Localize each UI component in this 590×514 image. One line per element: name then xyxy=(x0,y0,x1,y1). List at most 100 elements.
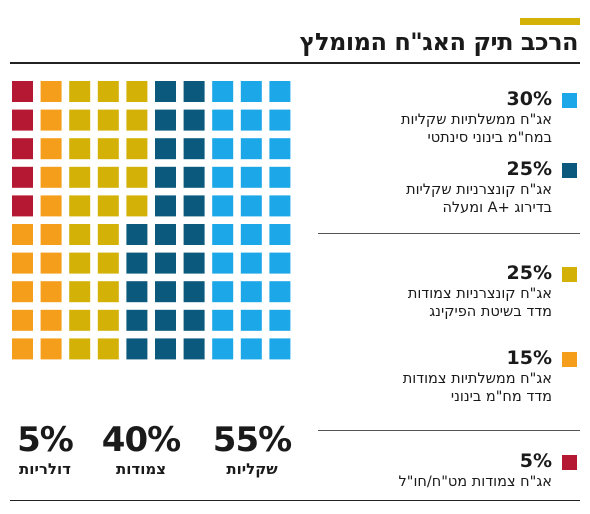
waffle-cell-series-0 xyxy=(212,81,234,102)
legend-description: מדד בשיטת הפיקינג xyxy=(429,304,552,320)
waffle-cell-series-2 xyxy=(97,224,119,245)
waffle-cell-series-1 xyxy=(183,195,205,217)
waffle-cell-series-1 xyxy=(155,338,176,360)
legend-percent: 15% xyxy=(506,347,552,369)
waffle-cell-series-2 xyxy=(69,252,91,274)
group-pct-shekel: 55% xyxy=(212,420,292,460)
waffle-cell-series-0 xyxy=(240,81,262,102)
title-divider xyxy=(10,62,580,64)
waffle-cell-series-3 xyxy=(40,281,62,303)
waffle-cell-series-3 xyxy=(40,109,62,131)
waffle-cell-series-1 xyxy=(126,224,148,245)
waffle-cell-series-1 xyxy=(183,224,205,245)
waffle-cell-series-0 xyxy=(212,281,234,303)
waffle-cell-series-3 xyxy=(40,224,62,245)
waffle-cell-series-2 xyxy=(69,195,91,217)
waffle-cell-series-2 xyxy=(69,138,91,160)
waffle-cell-series-2 xyxy=(97,109,119,131)
waffle-cell-series-2 xyxy=(97,281,119,303)
waffle-cell-series-2 xyxy=(126,138,148,160)
waffle-chart xyxy=(12,81,291,360)
legend-swatch xyxy=(562,455,577,470)
waffle-cell-series-0 xyxy=(240,166,262,188)
waffle-cell-series-0 xyxy=(212,166,234,188)
legend-swatch xyxy=(562,267,577,282)
waffle-cell-series-0 xyxy=(212,109,234,131)
waffle-cell-series-1 xyxy=(155,281,176,303)
waffle-cell-series-4 xyxy=(12,109,33,131)
title-accent-bar xyxy=(520,18,580,25)
page-title: הרכב תיק האג"ח המומלץ xyxy=(299,28,579,56)
waffle-cell-series-0 xyxy=(212,309,234,331)
group-label-shekel: שקליות xyxy=(226,460,278,478)
waffle-cell-series-1 xyxy=(183,309,205,331)
waffle-cell-series-3 xyxy=(12,309,33,331)
waffle-cell-series-4 xyxy=(12,81,33,102)
waffle-cell-series-2 xyxy=(69,281,91,303)
waffle-cell-series-0 xyxy=(212,195,234,217)
waffle-cell-series-2 xyxy=(97,252,119,274)
waffle-cell-series-0 xyxy=(269,281,291,303)
waffle-cell-series-0 xyxy=(269,252,291,274)
waffle-cell-series-1 xyxy=(183,252,205,274)
waffle-cell-series-1 xyxy=(155,138,176,160)
waffle-cell-series-3 xyxy=(40,81,62,102)
legend-description: אג"ח קונצרניות שקליות xyxy=(406,182,552,198)
waffle-cell-series-1 xyxy=(183,281,205,303)
waffle-cell-series-3 xyxy=(40,252,62,274)
legend-description: אג"ח ממשלתיות שקליות xyxy=(400,112,552,128)
waffle-cell-series-1 xyxy=(155,81,176,102)
waffle-cell-series-0 xyxy=(240,138,262,160)
waffle-cell-series-0 xyxy=(269,195,291,217)
waffle-cell-series-0 xyxy=(269,109,291,131)
waffle-cell-series-1 xyxy=(183,138,205,160)
waffle-cell-series-1 xyxy=(126,281,148,303)
legend-percent: 5% xyxy=(519,450,552,472)
waffle-cell-series-0 xyxy=(240,281,262,303)
legend-swatch xyxy=(562,163,577,178)
waffle-cell-series-4 xyxy=(12,166,33,188)
waffle-cell-series-3 xyxy=(40,309,62,331)
waffle-cell-series-2 xyxy=(69,81,91,102)
waffle-cell-series-2 xyxy=(97,309,119,331)
waffle-cell-series-1 xyxy=(126,309,148,331)
group-label-dollar: דולריות xyxy=(19,460,71,478)
legend-divider-2 xyxy=(318,430,580,431)
waffle-cell-series-0 xyxy=(240,309,262,331)
waffle-cell-series-0 xyxy=(240,224,262,245)
legend-description: אג"ח צמודות מט"ח/חו"ל xyxy=(398,474,552,490)
waffle-cell-series-0 xyxy=(269,138,291,160)
waffle-cell-series-2 xyxy=(126,166,148,188)
legend-swatch xyxy=(562,352,577,367)
waffle-cell-series-3 xyxy=(12,338,33,360)
waffle-cell-series-0 xyxy=(212,224,234,245)
legend-swatch xyxy=(562,93,577,108)
waffle-cell-series-3 xyxy=(12,281,33,303)
waffle-cell-series-2 xyxy=(126,81,148,102)
waffle-cell-series-2 xyxy=(69,338,91,360)
waffle-cell-series-1 xyxy=(126,252,148,274)
waffle-cell-series-3 xyxy=(40,166,62,188)
waffle-cell-series-1 xyxy=(155,224,176,245)
group-label-linked: צמודות xyxy=(115,460,166,478)
waffle-cell-series-2 xyxy=(69,166,91,188)
waffle-cell-series-0 xyxy=(269,309,291,331)
waffle-cell-series-0 xyxy=(269,81,291,102)
legend-description: מדד מח"מ בינוני xyxy=(450,389,552,405)
waffle-cell-series-3 xyxy=(40,138,62,160)
waffle-cell-series-1 xyxy=(155,309,176,331)
group-pct-linked: 40% xyxy=(101,420,181,460)
legend-description: אג"ח קונצרניות צמודות xyxy=(407,286,552,302)
waffle-cell-series-0 xyxy=(240,195,262,217)
waffle-cell-series-2 xyxy=(97,195,119,217)
waffle-cell-series-1 xyxy=(155,109,176,131)
legend-percent: 25% xyxy=(506,262,552,284)
waffle-cell-series-3 xyxy=(12,224,33,245)
waffle-cell-series-0 xyxy=(212,252,234,274)
waffle-cell-series-2 xyxy=(97,81,119,102)
waffle-cell-series-1 xyxy=(183,81,205,102)
waffle-cell-series-0 xyxy=(269,338,291,360)
waffle-cell-series-2 xyxy=(97,338,119,360)
group-pct-dollar: 5% xyxy=(17,420,74,460)
waffle-cell-series-1 xyxy=(155,166,176,188)
